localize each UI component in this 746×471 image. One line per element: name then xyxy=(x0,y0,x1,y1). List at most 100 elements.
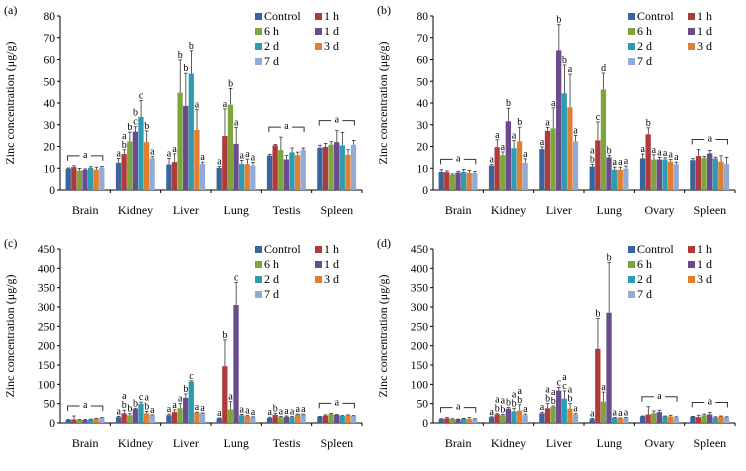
y-tick-label: 400 xyxy=(411,263,429,275)
bar xyxy=(138,403,144,423)
significance-label: a xyxy=(613,157,618,168)
bar xyxy=(460,418,467,423)
y-tick-label: 100 xyxy=(411,379,429,391)
significance-label: a xyxy=(279,406,284,417)
y-tick-label: 350 xyxy=(411,283,429,295)
significance-label: a xyxy=(83,400,88,411)
bar xyxy=(177,92,183,190)
bar xyxy=(93,418,99,423)
legend-label: Control xyxy=(637,9,674,23)
bar xyxy=(216,418,222,423)
bar xyxy=(438,419,444,423)
significance-label: b xyxy=(517,395,522,406)
x-tick-label: Spleen xyxy=(693,436,726,450)
bar xyxy=(272,414,278,423)
significance-label: a xyxy=(251,152,256,163)
bar xyxy=(322,415,329,423)
bar xyxy=(500,155,506,190)
y-tick-label: 60 xyxy=(44,55,56,67)
bar xyxy=(266,155,273,190)
bar xyxy=(516,141,523,190)
bar xyxy=(690,416,696,423)
bar xyxy=(99,167,105,190)
bar xyxy=(505,121,511,190)
significance-label: a xyxy=(540,402,545,413)
bar xyxy=(522,162,528,190)
bar xyxy=(222,136,228,190)
group-bracket xyxy=(318,120,355,126)
bar xyxy=(544,130,551,190)
x-tick-label: Lung xyxy=(223,203,248,217)
bar xyxy=(651,159,657,190)
y-tick-label: 20 xyxy=(417,142,429,154)
bar xyxy=(550,406,556,423)
legend-label: 6 h xyxy=(637,24,652,38)
significance-label: a xyxy=(708,397,713,408)
group-bracket xyxy=(318,402,355,409)
legend-swatch xyxy=(255,291,262,298)
significance-label: a xyxy=(178,394,183,405)
bar xyxy=(82,419,88,423)
significance-label: a xyxy=(545,385,550,396)
legend-swatch xyxy=(255,43,262,50)
bar xyxy=(300,149,306,190)
y-tick-label: 40 xyxy=(44,98,56,110)
significance-label: b xyxy=(562,55,567,66)
bar xyxy=(494,147,500,190)
bar xyxy=(639,158,646,190)
significance-label: a xyxy=(240,404,245,415)
bar xyxy=(539,413,545,423)
significance-label: c xyxy=(189,371,194,382)
y-tick-label: 70 xyxy=(44,33,56,45)
significance-label: a xyxy=(495,395,500,406)
y-tick-label: 300 xyxy=(411,302,429,314)
significance-label: a xyxy=(551,387,556,398)
y-tick-label: 60 xyxy=(417,55,429,67)
significance-label: a xyxy=(150,147,155,158)
chart-a: (a) Zinc concentration (μg/g) 0 10 20 30 40 50 6… xyxy=(3,3,363,217)
bar xyxy=(466,173,472,190)
y-axis-label: Zinc concentration (μg/g) xyxy=(376,274,390,397)
bar xyxy=(472,173,478,190)
bar xyxy=(188,381,194,423)
bar xyxy=(645,414,651,423)
y-tick-label: 450 xyxy=(38,244,56,256)
bar xyxy=(115,162,122,190)
bar xyxy=(188,73,194,190)
legend-swatch xyxy=(688,13,695,20)
significance-label: a xyxy=(251,407,256,418)
legend-label: 2 d xyxy=(637,39,652,53)
legend-label: 3 d xyxy=(697,39,712,53)
legend-label: 1 d xyxy=(697,24,712,38)
significance-label: b xyxy=(183,384,188,395)
significance-label: c xyxy=(596,112,601,123)
bar xyxy=(673,164,679,190)
bar xyxy=(656,159,662,190)
bar xyxy=(550,128,556,190)
significance-label: a xyxy=(245,149,250,160)
bar xyxy=(149,415,155,423)
bar xyxy=(606,157,612,190)
x-tick-label: Liver xyxy=(546,436,572,450)
bar xyxy=(639,416,646,423)
panel-d: (d) Zinc concentration (μg/g) 0 50 100 150 200… xyxy=(373,233,746,466)
significance-label: a xyxy=(150,405,155,416)
legend-swatch xyxy=(315,13,322,20)
panel-c: (c) Zinc concentration (μg/g) 0 50 100 150 200… xyxy=(0,233,373,466)
bar xyxy=(339,416,345,423)
bar xyxy=(595,140,601,190)
significance-label: a xyxy=(663,148,668,159)
y-axis-label: Zinc concentration (μg/g) xyxy=(376,41,390,164)
bar xyxy=(227,104,234,190)
y-tick-label: 250 xyxy=(411,321,429,333)
bar xyxy=(334,142,340,190)
significance-label: a xyxy=(267,407,272,418)
bar xyxy=(345,154,351,190)
x-tick-label: Liver xyxy=(173,203,199,217)
significance-label: a xyxy=(335,397,340,408)
bar xyxy=(328,144,334,190)
legend-swatch xyxy=(255,13,262,20)
bar xyxy=(589,419,595,423)
significance-label: c xyxy=(133,117,138,128)
bar xyxy=(345,415,351,423)
